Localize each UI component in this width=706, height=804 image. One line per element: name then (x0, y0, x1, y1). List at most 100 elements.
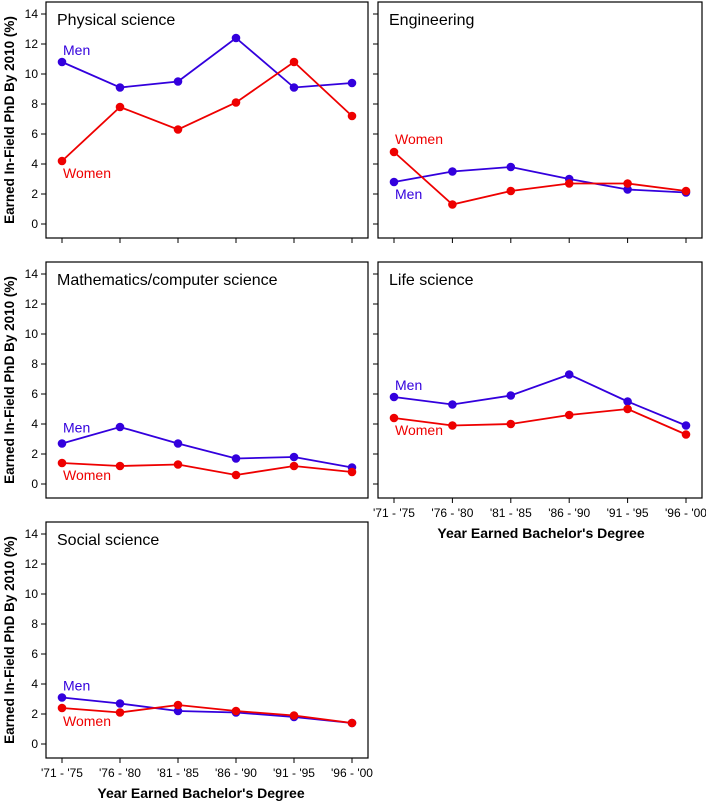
series-line-women (61, 462, 353, 476)
series-label-men: Men (395, 377, 422, 393)
series-line-men (393, 373, 687, 427)
series-label-women: Women (63, 467, 111, 483)
y-tick-label: 10 (25, 327, 39, 341)
data-point-men (57, 693, 67, 702)
y-tick-label: 2 (31, 447, 38, 461)
y-tick-label: 10 (25, 67, 39, 81)
data-point-women (231, 706, 241, 716)
data-point-women (115, 461, 125, 471)
data-point-men (57, 439, 67, 448)
series-line-men (61, 36, 353, 89)
series-line-men (61, 696, 353, 724)
data-point-women (289, 461, 299, 471)
data-point-men (115, 83, 125, 92)
data-point-women (347, 467, 357, 477)
panel-title: Life science (389, 272, 474, 289)
data-point-men (173, 439, 183, 448)
series-line-women (393, 151, 687, 206)
y-axis-label: Earned In-Field PhD By 2010 (%) (2, 276, 17, 484)
data-point-women (289, 711, 299, 720)
data-point-men (115, 699, 125, 708)
data-point-women (506, 186, 516, 196)
data-point-women (231, 98, 241, 107)
y-tick-label: 14 (25, 527, 39, 541)
panel-title: Physical science (57, 12, 175, 29)
data-point-men (231, 454, 241, 463)
data-point-women (448, 200, 457, 209)
data-point-men (57, 57, 67, 67)
data-point-women (57, 458, 67, 468)
y-tick-label: 12 (25, 297, 39, 311)
panel-frame (377, 1, 703, 239)
series-line-men (393, 166, 687, 194)
series-label-women: Women (63, 713, 111, 729)
x-tick-label: '86 - '90 (548, 506, 590, 520)
y-tick-label: 2 (31, 707, 38, 721)
data-point-women (173, 125, 183, 134)
data-point-women (623, 404, 632, 414)
data-point-women (506, 419, 516, 429)
y-tick-label: 6 (31, 387, 38, 401)
data-point-women (347, 111, 357, 121)
panel-frame (45, 261, 369, 499)
y-tick-label: 0 (31, 217, 38, 231)
series-label-women: Women (395, 131, 443, 147)
y-tick-label: 12 (25, 37, 39, 51)
x-tick-label: '81 - '85 (490, 506, 532, 520)
x-axis-label: Year Earned Bachelor's Degree (437, 525, 644, 541)
x-tick-label: '96 - '00 (665, 506, 706, 520)
data-point-men (506, 162, 516, 172)
data-point-men (389, 392, 399, 402)
y-tick-label: 6 (31, 127, 38, 141)
panel-5: Social science 0 2 4 6 8 10 12 14 '71 - '75 '76 - … (2, 521, 373, 801)
x-tick-label: '86 - '90 (215, 766, 257, 780)
x-tick-label: '96 - '00 (331, 766, 373, 780)
series-label-women: Women (63, 165, 111, 181)
panel-title: Engineering (389, 12, 474, 29)
data-point-women (173, 460, 183, 469)
series-line-women (61, 704, 353, 724)
data-point-men (173, 706, 183, 716)
x-tick-label: '91 - '95 (607, 506, 649, 520)
y-tick-label: 12 (25, 557, 39, 571)
y-tick-label: 14 (25, 267, 39, 281)
x-tick-label: '76 - '80 (431, 506, 473, 520)
x-tick-label: '76 - '80 (99, 766, 141, 780)
panel-title: Mathematics/computer science (57, 272, 278, 289)
data-point-women (231, 470, 241, 480)
y-tick-label: 4 (31, 677, 38, 691)
panel-frame (377, 261, 703, 499)
data-point-men (389, 177, 399, 187)
data-point-men (681, 421, 691, 430)
data-point-men (347, 78, 357, 88)
series-label-women: Women (395, 422, 443, 438)
y-tick-label: 0 (31, 737, 38, 751)
data-point-women (623, 179, 632, 188)
data-point-women (448, 421, 457, 430)
series-line-women (61, 60, 353, 162)
data-point-men (506, 391, 516, 400)
series-line-women (393, 408, 687, 436)
y-tick-label: 8 (31, 617, 38, 631)
data-point-women (57, 703, 67, 713)
data-point-men (623, 397, 632, 406)
y-tick-label: 2 (31, 187, 38, 201)
panel-frame (45, 521, 369, 759)
data-point-men (231, 33, 241, 43)
x-tick-label: '91 - '95 (273, 766, 315, 780)
data-point-men (115, 422, 125, 432)
x-tick-label: '71 - '75 (41, 766, 83, 780)
panel-title: Social science (57, 532, 159, 549)
data-point-women (289, 57, 299, 67)
panel-1: Physical science 0 2 4 6 8 10 12 14 Earned In-Fie… (2, 1, 369, 243)
data-point-women (115, 102, 125, 112)
data-point-men (173, 77, 183, 86)
data-point-women (57, 156, 67, 166)
panel-2: Engineering Men Women (373, 1, 703, 243)
data-point-men (289, 83, 299, 92)
data-point-men (289, 452, 299, 462)
data-point-men (564, 370, 574, 379)
y-tick-label: 10 (25, 587, 39, 601)
series-label-men: Men (395, 186, 422, 202)
